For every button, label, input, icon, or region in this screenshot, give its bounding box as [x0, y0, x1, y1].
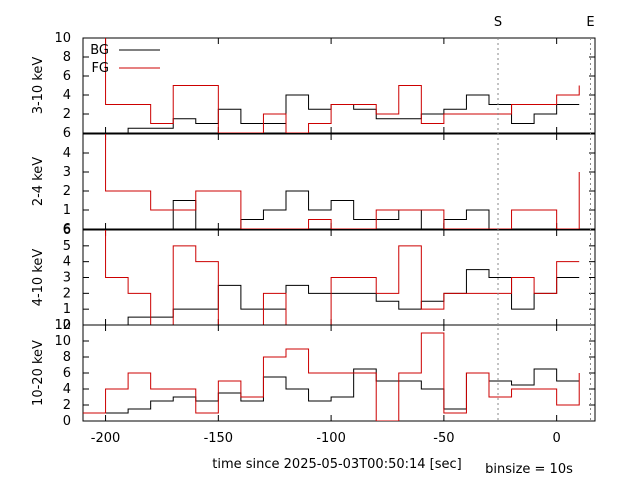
- y-tick-label: 6: [63, 222, 71, 237]
- marker-label-s: S: [494, 15, 502, 30]
- y-tick-label: 4: [63, 88, 71, 103]
- x-axis: -200 -150 -100 -50 0: [91, 431, 561, 446]
- x-tick-label: 0: [553, 431, 561, 446]
- y-tick-label: 10: [54, 31, 71, 46]
- y-tick-label: 2: [63, 286, 71, 301]
- binsize-label: binsize = 10s: [485, 462, 573, 477]
- y-axis-label: 4-10 keV: [31, 249, 46, 307]
- x-tick-label: -200: [91, 431, 121, 446]
- y-tick-label: 2: [63, 398, 71, 413]
- series-bg-line: [105, 190, 580, 229]
- series-fg-line: [105, 134, 580, 229]
- x-axis-label: time since 2025-05-03T00:50:14 [sec]: [212, 457, 461, 472]
- y-tick-label: 6: [63, 69, 71, 84]
- series-fg-line: [105, 230, 580, 325]
- series-bg-line: [83, 368, 580, 414]
- marker-label-e: E: [586, 15, 594, 30]
- panel-2: 6 1 2 3 4 2-4 keV: [31, 133, 596, 237]
- y-axis-label: 10-20 keV: [31, 340, 46, 406]
- y-tick-label: 6: [63, 366, 71, 381]
- y-axis-label: 2-4 keV: [31, 157, 46, 206]
- panel-frame: [82, 133, 596, 230]
- y-tick-label: 4: [63, 382, 71, 397]
- y-tick-label: 6: [63, 126, 71, 141]
- y-tick-label: 8: [63, 50, 71, 65]
- y-tick-label: 8: [63, 350, 71, 365]
- y-tick-label: 2: [63, 107, 71, 122]
- y-tick-label: 1: [63, 302, 71, 317]
- y-axis-label: 3-10 keV: [31, 57, 46, 115]
- y-tick-label: 2: [63, 184, 71, 199]
- x-tick-label: -50: [433, 431, 454, 446]
- y-tick-label: 5: [63, 239, 71, 254]
- y-tick-label: 0: [63, 318, 71, 333]
- y-tick-label: 4: [63, 255, 71, 270]
- y-tick-label: 0: [63, 414, 71, 429]
- panel-1: 6 2 4 6 8 10 3-10 keV: [31, 31, 596, 141]
- y-tick-label: 4: [63, 146, 71, 161]
- legend-label-bg: BG: [90, 43, 109, 58]
- y-tick-label: 3: [63, 271, 71, 286]
- series-fg-line: [83, 332, 580, 421]
- y-tick-label: 6: [63, 223, 71, 238]
- x-tick-label: -100: [316, 431, 346, 446]
- legend: BG FG: [90, 43, 160, 76]
- y-tick-label: 3: [63, 165, 71, 180]
- series-fg-line: [105, 38, 580, 133]
- x-tick-label: -150: [204, 431, 234, 446]
- y-tick-label: 10: [54, 334, 71, 349]
- legend-label-fg: FG: [91, 61, 109, 76]
- panel-frame: [82, 37, 596, 134]
- y-tick-label: 1: [63, 203, 71, 218]
- y-tick-label: 12: [54, 318, 71, 333]
